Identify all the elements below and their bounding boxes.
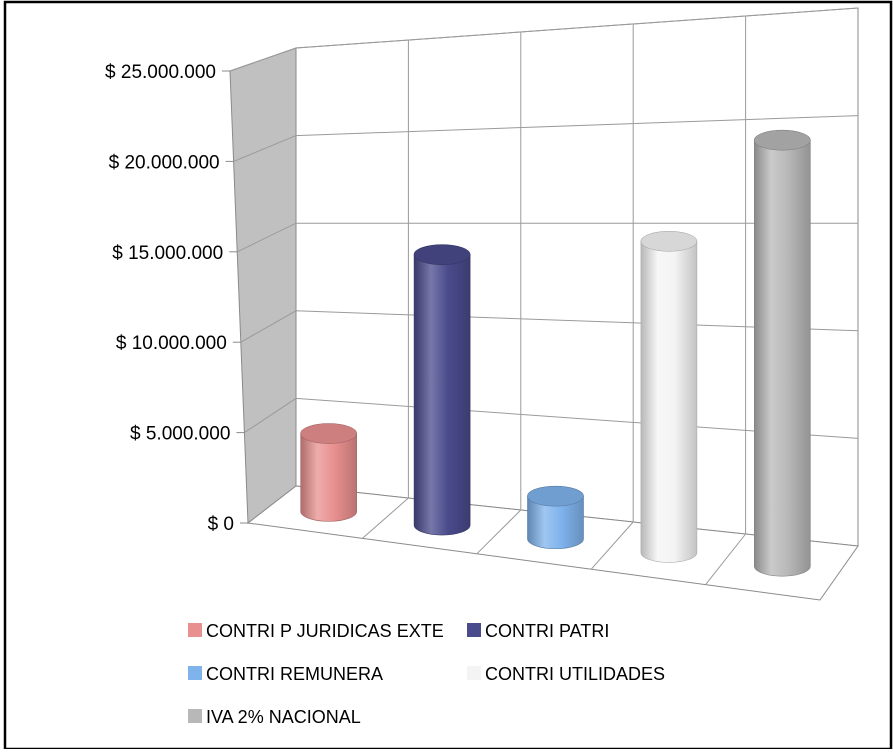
legend-label: CONTRI REMUNERA [206,664,383,684]
bars [300,129,811,577]
bar [640,231,698,563]
legend-swatch [188,623,202,637]
y-tick-label: $ 25.000.000 [105,62,216,83]
legend-swatch [467,623,481,637]
bar [413,244,471,536]
bar-body [754,139,811,577]
legend-entry: IVA 2% NACIONAL [188,707,361,727]
y-tick-label: $ 0 [208,514,234,535]
legend-entry: CONTRI PATRI [467,621,609,641]
legend-entry: CONTRI UTILIDADES [467,664,665,684]
legend-swatch [188,709,202,723]
bar [527,485,584,550]
bar-body [300,433,357,522]
y-tick-label: $ 5.000.000 [130,424,230,445]
bar-body [413,254,471,536]
bar-top [300,423,358,444]
gridline [229,7,859,72]
floor-divider [590,521,634,570]
y-tick-label: $ 10.000.000 [116,333,227,354]
legend-swatch [188,666,202,680]
legend-entry: CONTRI P JURIDICAS EXTE [188,621,444,641]
bar [300,423,358,522]
bar-top [753,129,811,151]
y-tick-label: $ 15.000.000 [112,243,223,264]
bar-top [527,485,584,507]
legend-label: IVA 2% NACIONAL [206,707,361,727]
floor-divider [362,497,409,539]
bar [753,129,811,577]
legend: CONTRI P JURIDICAS EXTE CONTRI PATRI CONTR… [188,621,665,727]
floor-divider [476,509,522,555]
bar-top [640,231,698,252]
gridline [236,222,858,253]
y-axis-ticks: $ 0 $ 5.000.000 $ 10.000.000 $ 15.000.000 $ … [105,62,248,535]
bar-body [527,495,584,550]
bar-body [640,241,698,563]
legend-swatch [467,666,481,680]
bar-top [413,244,471,265]
legend-label: CONTRI UTILIDADES [485,664,665,684]
floor-divider [705,533,746,585]
legend-label: CONTRI PATRI [485,621,609,641]
y-tick-label: $ 20.000.000 [109,152,220,173]
legend-entry: CONTRI REMUNERA [188,664,383,684]
gridline [233,115,859,162]
legend-label: CONTRI P JURIDICAS EXTE [206,621,444,641]
